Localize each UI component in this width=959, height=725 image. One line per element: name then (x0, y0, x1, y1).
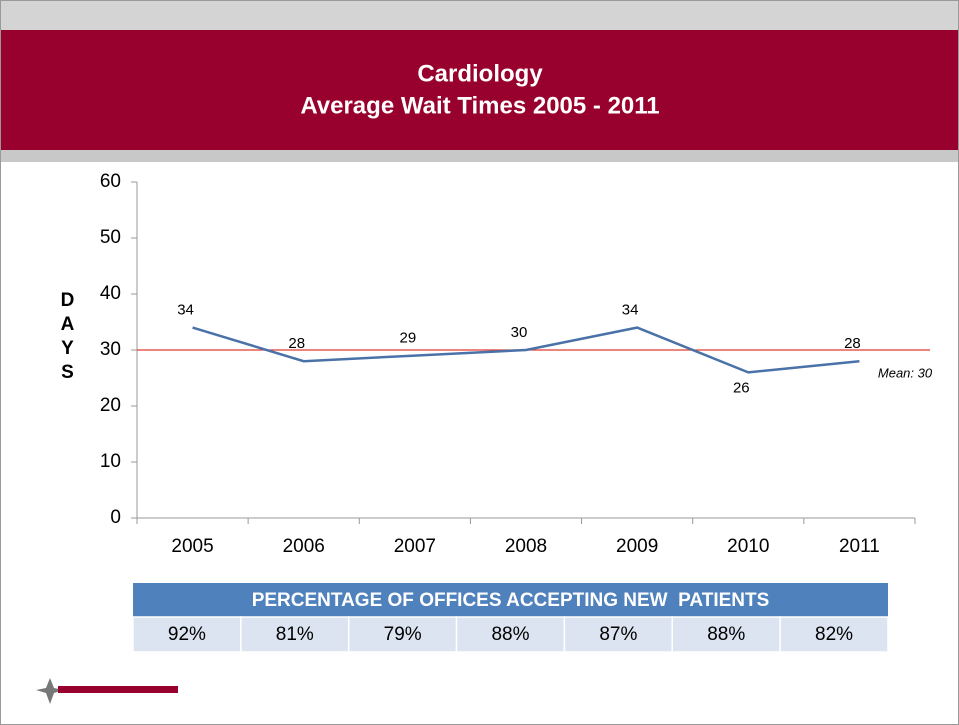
x-tick-label: 2009 (616, 536, 658, 557)
table-cell (455, 616, 566, 653)
table-cell (563, 616, 674, 653)
x-tick-label: 2005 (171, 536, 213, 557)
title-band (0, 30, 959, 150)
y-tick-label: 50 (100, 227, 121, 248)
logo (36, 678, 178, 704)
table-header-cell (133, 583, 888, 617)
table-cell-text: 88% (491, 624, 529, 645)
data-label: 26 (733, 379, 750, 396)
y-axis-label: DAYS (57, 290, 78, 386)
x-tick-label: 2008 (505, 536, 547, 557)
table-cell (132, 616, 242, 653)
table-cell (347, 616, 458, 653)
table-cell (779, 616, 889, 653)
y-tick-label: 30 (100, 339, 121, 360)
chart-title: Cardiology (417, 60, 543, 87)
table-header: PERCENTAGE OF OFFICES ACCEPTING NEW PATI… (252, 590, 770, 611)
table-cell-text: 79% (384, 624, 422, 645)
y-tick-label: 60 (100, 171, 121, 192)
x-tick-label: 2006 (283, 536, 325, 557)
data-label: 34 (177, 302, 194, 319)
data-line (192, 326, 860, 374)
y-tick-label: 10 (100, 451, 121, 472)
x-tick-label: 2010 (727, 536, 769, 557)
data-label: 28 (844, 335, 861, 352)
y-tick-label: 0 (110, 507, 121, 528)
table-cell-text: 82% (815, 624, 853, 645)
data-label: 29 (400, 330, 417, 347)
data-label: 34 (622, 302, 639, 319)
x-tick-label: 2011 (839, 536, 880, 557)
top-band (0, 0, 959, 30)
table-cell-text: 92% (168, 624, 206, 645)
data-label: 30 (511, 324, 528, 341)
table-cell (671, 616, 781, 653)
title-strip (0, 150, 959, 162)
table-cell-text: 88% (707, 624, 745, 645)
table-cell-text: 87% (599, 624, 637, 645)
x-tick-label: 2007 (394, 536, 436, 557)
data-label: 28 (288, 335, 305, 352)
y-tick-label: 40 (100, 283, 121, 304)
table-cell-text: 81% (276, 624, 314, 645)
mean-label: Mean: 30 (878, 365, 933, 380)
y-tick-label: 20 (100, 395, 121, 416)
table-cell (240, 616, 350, 653)
chart-subtitle: Average Wait Times 2005 - 2011 (300, 92, 659, 119)
